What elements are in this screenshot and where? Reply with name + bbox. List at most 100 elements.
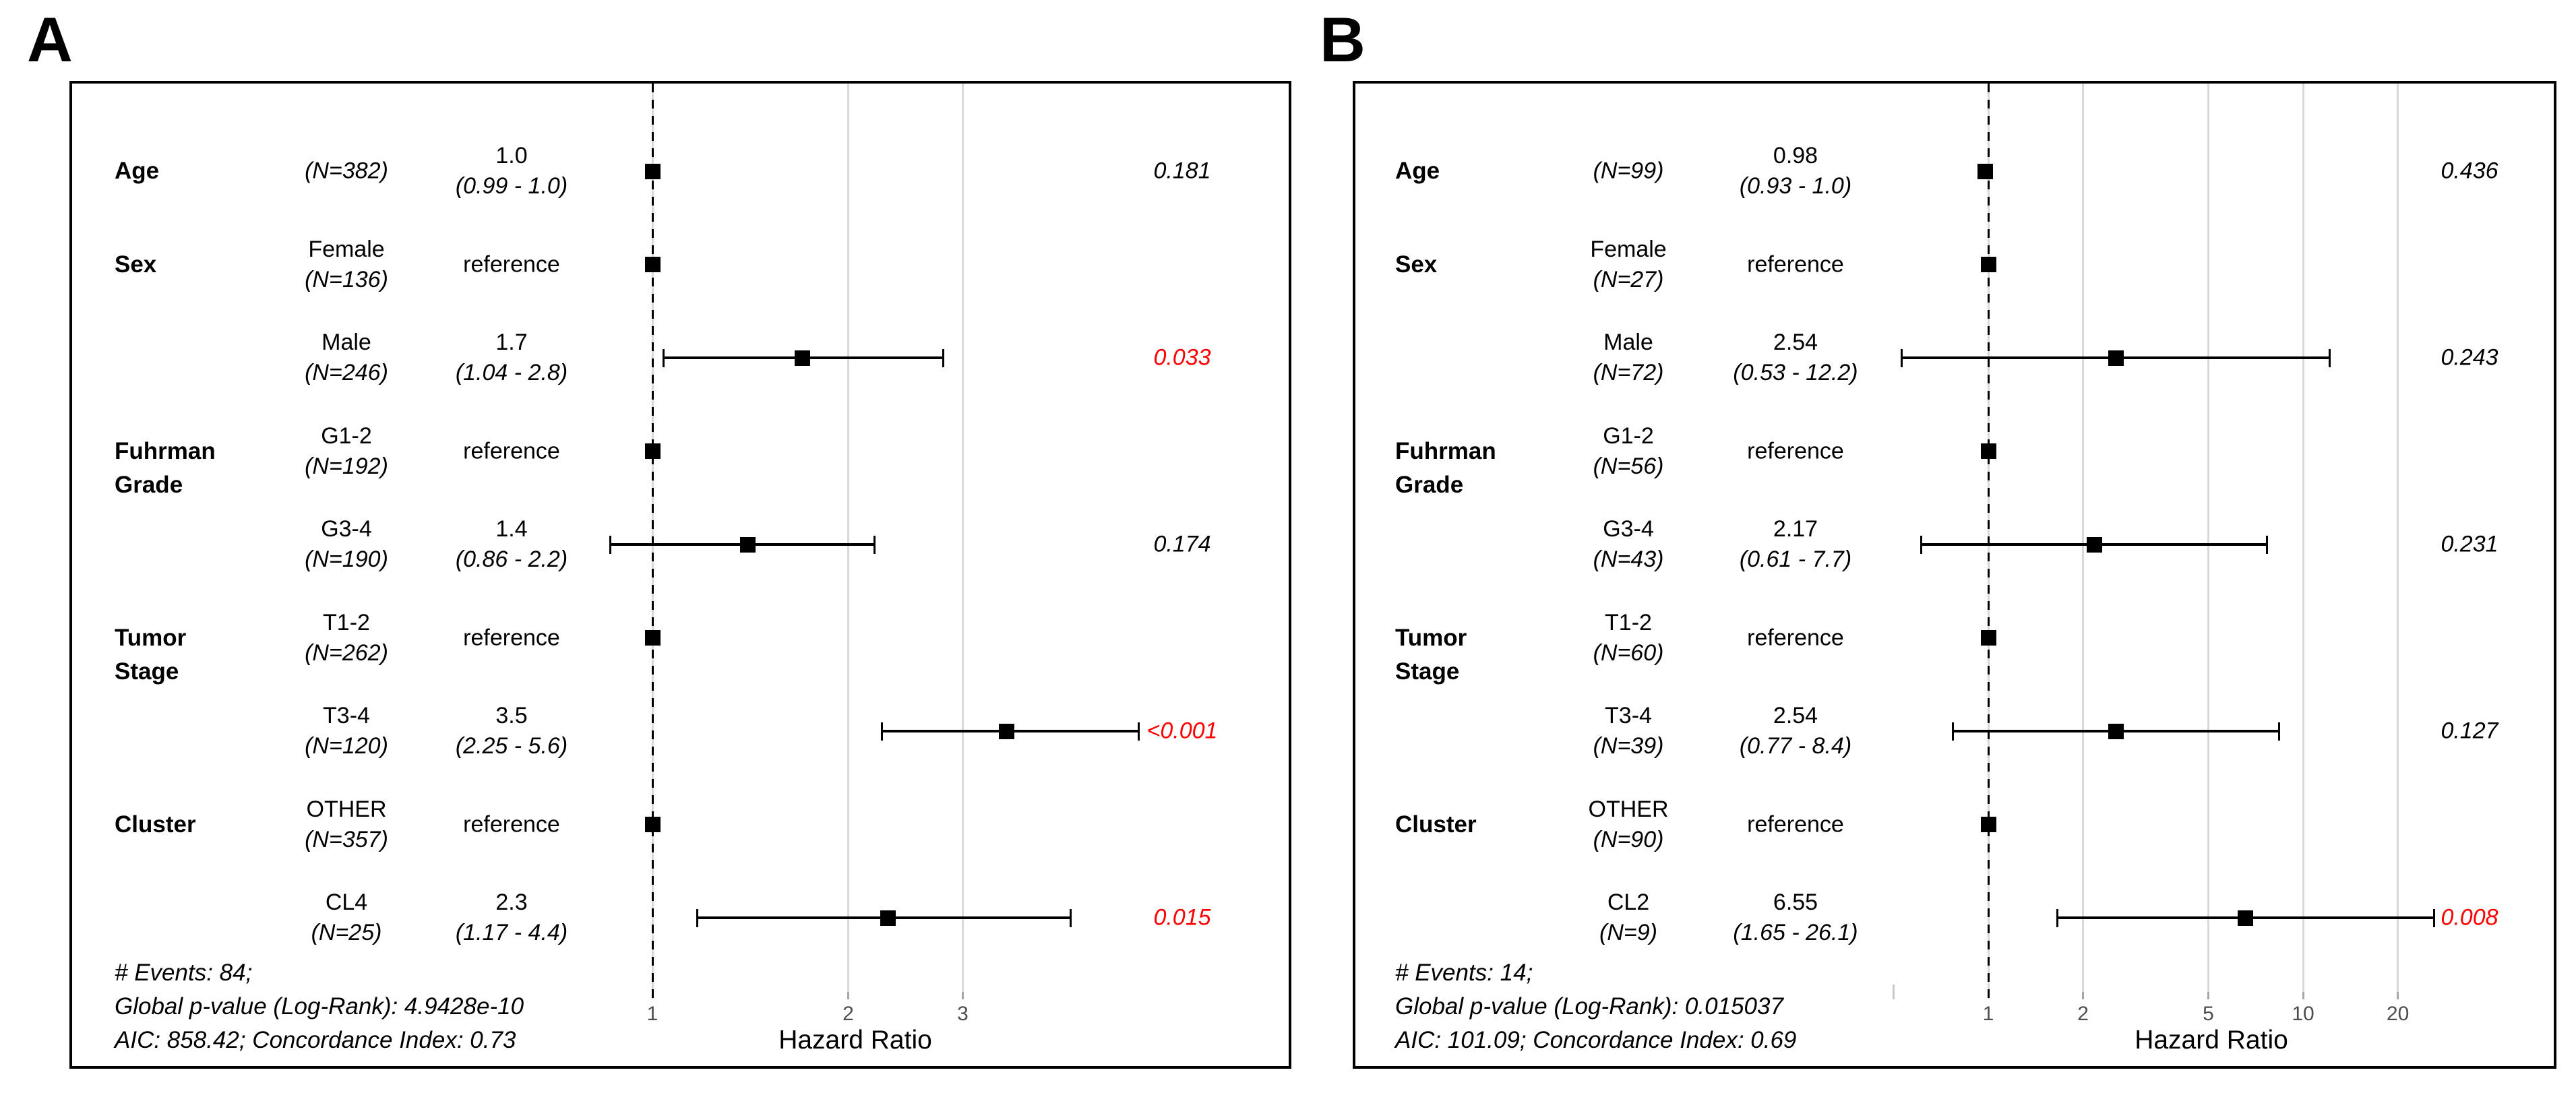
row-variable-line: Tumor — [1395, 624, 1467, 651]
hr-point-marker — [644, 630, 661, 646]
row-estimate-label: 0.98 (0.93 - 1.0) — [1740, 141, 1851, 201]
row-level-label: G3-4 (N=43) — [1593, 514, 1664, 575]
level-name: T3-4 — [323, 703, 370, 728]
global-p-value: Global p-value (Log-Rank): 0.015037 — [1395, 993, 1783, 1020]
events-count: # Events: 14; — [1395, 960, 1533, 986]
row-variable-label: Tumor Stage — [1395, 621, 1467, 689]
row-variable-line: Tumor — [115, 624, 187, 651]
row-estimate-label: reference — [463, 436, 560, 466]
ci-cap-high — [1069, 908, 1072, 927]
forest-row: G3-4 (N=43) 2.17 (0.61 - 7.7) 0.231 — [1355, 84, 2554, 1066]
level-n-count: (N=39) — [1593, 733, 1664, 759]
level-name: G1-2 — [321, 423, 372, 449]
row-level-label: Male (N=246) — [305, 327, 388, 388]
row-variable-label: Age — [115, 154, 159, 188]
hr-point-marker — [644, 443, 661, 459]
level-name: Female — [308, 236, 385, 262]
forest-row: Age (N=382) 1.0 (0.99 - 1.0) 0.181 — [72, 84, 1289, 1066]
level-n-count: (N=262) — [305, 639, 388, 666]
level-n-count: (N=72) — [1593, 360, 1664, 385]
row-p-value: 0.436 — [2441, 158, 2498, 184]
row-variable-line: Fuhrman — [1395, 437, 1496, 464]
row-level-label: (N=99) — [1593, 156, 1664, 187]
x-tick-label: 20 — [2386, 1003, 2410, 1025]
ci-cap-low — [1920, 535, 1922, 554]
hr-estimate: reference — [1747, 438, 1844, 464]
row-level-label: Female (N=27) — [1590, 235, 1666, 295]
hr-confidence-interval: (0.61 - 7.7) — [1739, 546, 1852, 572]
row-level-label: G3-4 (N=190) — [305, 514, 388, 575]
level-name: CL2 — [1607, 889, 1650, 915]
row-variable-label: Tumor Stage — [115, 621, 186, 689]
row-estimate-label: reference — [1747, 249, 1844, 280]
hr-estimate: 2.17 — [1773, 516, 1818, 542]
hr-point-marker — [998, 723, 1014, 739]
row-variable-line: Age — [1395, 158, 1440, 184]
row-level-label: T1-2 (N=60) — [1593, 608, 1664, 668]
row-level-label: T3-4 (N=120) — [305, 701, 388, 761]
row-variable-label: Sex — [115, 248, 156, 282]
row-variable-line: Sex — [1395, 251, 1438, 278]
hr-confidence-interval: (0.53 - 12.2) — [1733, 360, 1858, 385]
hr-point-marker — [1980, 630, 1996, 646]
row-estimate-label: 2.17 (0.61 - 7.7) — [1740, 514, 1851, 575]
row-variable-line: Stage — [115, 658, 179, 685]
hr-confidence-interval: (1.04 - 2.8) — [455, 360, 568, 385]
x-tick-label: 2 — [842, 1003, 854, 1025]
rows-layer: Age (N=382) 1.0 (0.99 - 1.0) 0.181 Sex Female (… — [72, 84, 1289, 1066]
level-n-count: (N=192) — [305, 453, 388, 479]
row-variable-label: Age — [1395, 154, 1440, 188]
row-p-value: 0.008 — [2441, 904, 2498, 931]
row-variable-line: Cluster — [115, 811, 196, 838]
forest-row: Tumor Stage T1-2 (N=262) reference — [72, 84, 1289, 1066]
x-tick-label: 5 — [2203, 1003, 2214, 1025]
forest-row: Male (N=72) 2.54 (0.53 - 12.2) 0.243 — [1355, 84, 2554, 1066]
row-level-label: T1-2 (N=262) — [305, 608, 388, 668]
x-tick-label: 1 — [1982, 1003, 1994, 1025]
row-p-value: 0.231 — [2441, 531, 2498, 557]
hr-point-marker — [1980, 257, 1996, 272]
x-gridline — [2397, 84, 2399, 992]
level-n-count: (N=43) — [1593, 546, 1664, 572]
level-name: CL4 — [325, 889, 368, 915]
row-level-label: Female (N=136) — [305, 235, 388, 295]
hr-estimate: reference — [463, 251, 560, 277]
row-variable-label: Fuhrman Grade — [1395, 435, 1496, 502]
row-variable-line: Grade — [1395, 471, 1464, 498]
row-p-value: 0.015 — [1153, 904, 1211, 931]
level-name: G1-2 — [1603, 423, 1654, 449]
x-gridline — [847, 84, 849, 992]
hr-estimate: 6.55 — [1773, 889, 1818, 915]
forest-row: T3-4 (N=120) 3.5 (2.25 - 5.6) <0.001 — [72, 84, 1289, 1066]
panel-b-letter: B — [1320, 4, 1366, 75]
forest-row: G3-4 (N=190) 1.4 (0.86 - 2.2) 0.174 — [72, 84, 1289, 1066]
level-n-count: (N=90) — [1593, 826, 1664, 852]
ci-cap-high — [2329, 348, 2331, 367]
forest-row: Cluster OTHER (N=90) reference — [1355, 84, 2554, 1066]
x-gridline — [2082, 84, 2085, 992]
hr-point-marker — [644, 257, 661, 272]
level-n-count: (N=190) — [305, 546, 388, 572]
row-estimate-label: 6.55 (1.65 - 26.1) — [1733, 887, 1858, 948]
hr-point-marker — [880, 910, 896, 926]
forest-row: Cluster OTHER (N=357) reference — [72, 84, 1289, 1066]
row-variable-label: Cluster — [1395, 808, 1477, 842]
ci-cap-low — [1951, 722, 1954, 741]
hr-estimate: 0.98 — [1773, 143, 1818, 168]
x-tick-mark — [2397, 992, 2399, 999]
row-p-value: 0.243 — [2441, 344, 2498, 371]
x-gridline — [961, 84, 964, 992]
level-name: Female — [1590, 236, 1667, 262]
forest-row: Fuhrman Grade G1-2 (N=192) reference — [72, 84, 1289, 1066]
level-name: OTHER — [1588, 796, 1669, 822]
ci-cap-high — [2432, 908, 2435, 927]
level-name: Male — [321, 330, 371, 355]
x-tick-mark — [961, 992, 964, 999]
x-tick-label: 2 — [2077, 1003, 2089, 1025]
grid-layer: 1 2 3 — [72, 84, 1289, 1066]
level-n-count: (N=9) — [1599, 920, 1657, 945]
ci-cap-low — [2056, 908, 2058, 927]
row-estimate-label: 1.0 (0.99 - 1.0) — [456, 141, 568, 201]
row-variable-label: Cluster — [115, 808, 196, 842]
